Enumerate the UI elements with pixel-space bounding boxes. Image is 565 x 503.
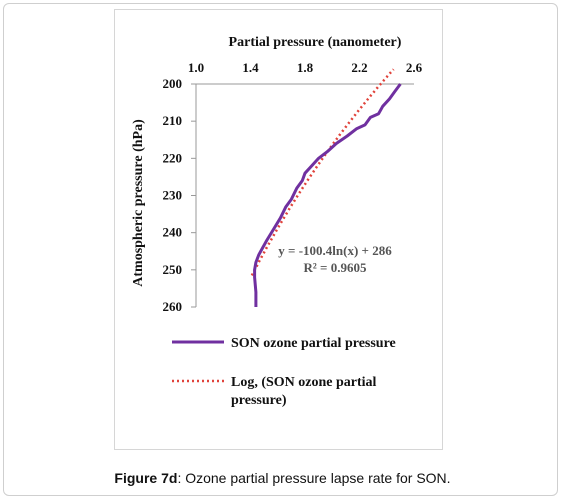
legend-label-log-line2: pressure)	[231, 393, 287, 408]
legend: SON ozone partial pressure Log, (SON ozo…	[172, 336, 396, 408]
figure-caption: Figure 7d: Ozone partial pressure lapse …	[0, 470, 565, 486]
legend-label-son-ozone: SON ozone partial pressure	[231, 336, 396, 351]
y-axis-ticks: 200 210 220 230 240 250 260	[163, 76, 196, 314]
legend-label-log-trendline: Log, (SON ozone partial pressure)	[231, 375, 380, 408]
y-tick-label: 200	[163, 76, 183, 91]
y-tick-label: 260	[163, 299, 183, 314]
x-tick-label: 1.4	[242, 60, 259, 75]
x-tick-label: 2.6	[406, 60, 423, 75]
y-axis-label: Atmospheric pressure (hPa)	[131, 119, 146, 287]
series-log-trendline	[250, 68, 395, 276]
y-tick-label: 220	[163, 150, 183, 165]
y-tick-label: 240	[163, 225, 183, 240]
x-axis-ticks: 1.0 1.4 1.8 2.2 2.6	[188, 60, 423, 75]
x-tick-label: 1.0	[188, 60, 204, 75]
chart-area-border	[114, 9, 443, 450]
series-son-ozone	[253, 83, 402, 307]
x-tick-label: 1.8	[297, 60, 314, 75]
figure-frame	[3, 3, 558, 496]
y-tick-label: 230	[163, 188, 183, 203]
legend-label-log-line1: Log, (SON ozone partial	[231, 375, 377, 390]
y-tick-label: 250	[163, 262, 183, 277]
trendline-equation: y = -100.4ln(x) + 286	[278, 243, 392, 258]
caption-text: : Ozone partial pressure lapse rate for …	[177, 470, 451, 486]
x-tick-label: 2.2	[351, 60, 367, 75]
y-tick-label: 210	[163, 113, 183, 128]
caption-label: Figure 7d	[114, 470, 178, 486]
x-axis-label: Partial pressure (nanometer)	[229, 35, 402, 50]
trendline-r-squared: R² = 0.9605	[304, 260, 367, 275]
